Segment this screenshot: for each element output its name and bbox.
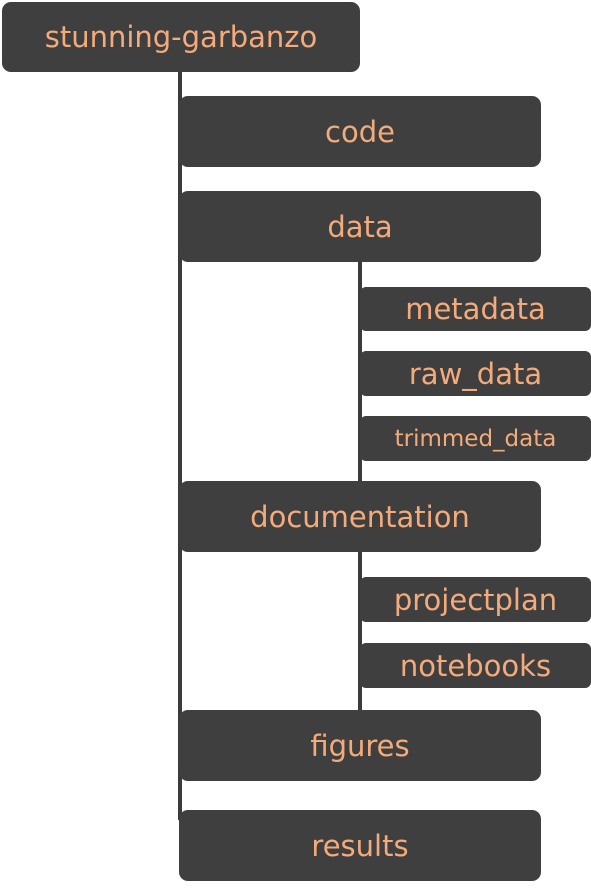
node-trimmed-data: trimmed_data (360, 416, 591, 461)
documentation-connector-line (358, 548, 362, 710)
node-code: code (179, 96, 541, 167)
node-root: stunning-garbanzo (2, 2, 360, 72)
node-raw-data: raw_data (360, 351, 591, 396)
node-figures: figures (179, 710, 541, 781)
node-data: data (179, 191, 541, 262)
node-metadata: metadata (360, 287, 591, 331)
node-notebooks: notebooks (360, 643, 591, 688)
root-connector-line (178, 70, 182, 820)
node-results: results (179, 810, 541, 881)
node-documentation: documentation (179, 481, 541, 552)
node-projectplan: projectplan (360, 577, 591, 622)
